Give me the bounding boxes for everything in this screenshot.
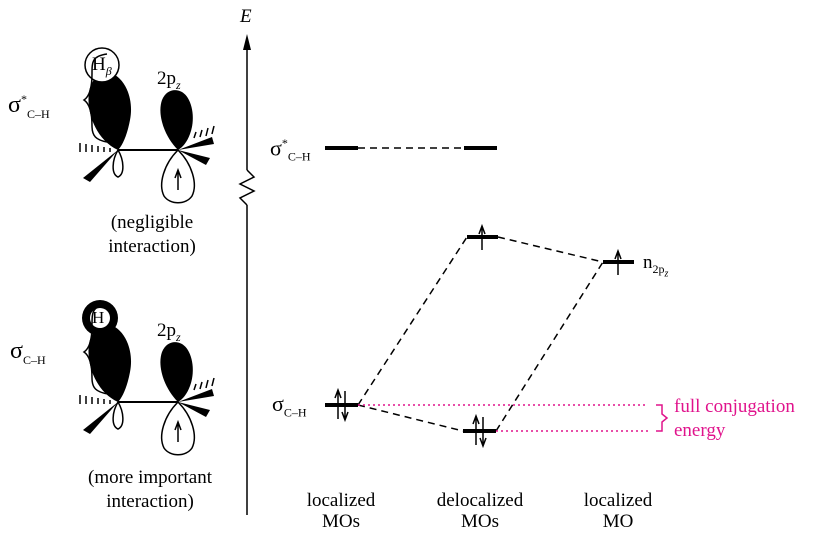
bottom-orbital-picture (79, 300, 215, 456)
h-label: H (92, 308, 105, 327)
axis-label: E (240, 6, 252, 27)
sigma-level-label: σC–H (272, 391, 307, 420)
top-h-beta-circle (84, 47, 120, 83)
column-label-delocalized-mos-1: delocalized (436, 490, 524, 511)
energy-label: energy (674, 420, 726, 441)
sigma-star-level-label: σ*C–H (270, 135, 311, 164)
top-ch-lobe (88, 72, 132, 150)
n2pz-level-label: n2pz (643, 252, 669, 280)
bottom-caption-line1: (more important (88, 467, 212, 488)
energy-levels (325, 146, 669, 449)
full-conjugation-label: full conjugation (674, 396, 795, 417)
column-label-localized-mo-1: localized (583, 490, 653, 511)
bottom-ch-lobe (88, 324, 132, 402)
top-caption-line1: (negligible (110, 212, 194, 233)
bottom-2pz-label: 2pz (157, 320, 181, 344)
top-2pz-label: 2pz (157, 68, 181, 92)
bottom-2pz-upper-lobe (160, 342, 193, 402)
h-beta-label: Hβ (92, 54, 112, 78)
top-sigma-star-label: σ*C–H (8, 92, 50, 121)
conjugation-bracket (656, 404, 669, 432)
top-2pz-upper-lobe (160, 90, 193, 150)
column-label-localized-mos-2: MOs (321, 511, 361, 532)
column-label-localized-mo-2: MO (602, 511, 634, 532)
column-label-delocalized-mos-2: MOs (460, 511, 500, 532)
column-label-localized-mos-1: localized (306, 490, 376, 511)
bottom-caption-line2: interaction) (106, 491, 194, 512)
bottom-sigma-label: σC–H (10, 338, 46, 367)
top-caption-line2: interaction) (108, 236, 196, 257)
axis-arrowhead (243, 34, 251, 50)
energy-axis (238, 34, 256, 515)
top-orbital-picture (79, 47, 215, 204)
